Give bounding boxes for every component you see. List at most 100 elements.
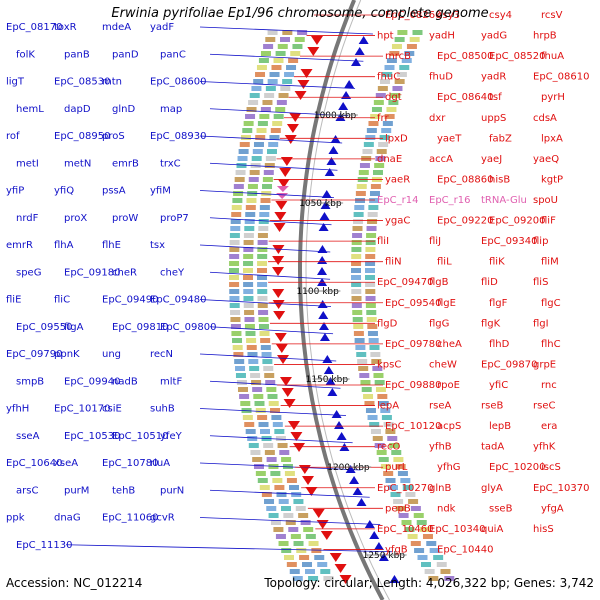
- left-gene-label: ppnK: [54, 349, 80, 360]
- cog-ring-segment: [259, 205, 270, 210]
- cog-ring-segment: [410, 506, 421, 511]
- cog-ring-segment: [417, 555, 428, 560]
- left-leader-line: [209, 435, 353, 444]
- forward-strand-gene: [274, 212, 287, 221]
- left-leader-line: [199, 299, 332, 307]
- reverse-strand-gene: [319, 333, 330, 341]
- cog-ring-segment: [353, 331, 364, 336]
- cog-ring-segment: [276, 100, 287, 105]
- right-gene-label: glnB: [429, 483, 451, 494]
- left-gene-label: EpC_10170: [54, 404, 110, 415]
- cog-ring-segment: [274, 429, 285, 434]
- cog-ring-segment: [397, 471, 408, 476]
- cog-ring-segment: [255, 408, 266, 413]
- reverse-strand-gene: [325, 377, 336, 385]
- cog-ring-segment: [260, 51, 271, 56]
- cog-ring-segment: [288, 527, 299, 532]
- cog-ring-segment: [256, 128, 267, 133]
- cog-ring-segment: [409, 37, 420, 42]
- cog-ring-segment: [276, 492, 287, 497]
- cog-ring-segment: [231, 212, 242, 217]
- cog-ring-segment: [273, 58, 284, 63]
- cog-ring-segment: [229, 275, 240, 280]
- cog-ring-segment: [246, 107, 257, 112]
- cog-ring-segment: [263, 366, 274, 371]
- cog-ring-segment: [246, 198, 257, 203]
- right-gene-label: flhD: [489, 339, 510, 350]
- cog-ring-segment: [264, 499, 275, 504]
- right-gene-label: rnc: [541, 380, 557, 391]
- reverse-strand-gene: [336, 432, 347, 440]
- cog-ring-segment: [257, 415, 268, 420]
- left-gene-label: gcvR: [150, 513, 175, 524]
- left-gene-label: cheR: [112, 267, 137, 278]
- left-gene-label: panD: [112, 49, 139, 60]
- cog-ring-segment: [366, 226, 377, 231]
- right-gene-label: fliL: [437, 257, 452, 268]
- right-gene-label: flgB: [429, 277, 449, 288]
- cog-ring-segment: [267, 79, 278, 84]
- cog-ring-segment: [257, 478, 268, 483]
- cog-ring-segment: [365, 247, 376, 252]
- cog-ring-segment: [404, 51, 415, 56]
- cog-ring-segment: [444, 576, 455, 581]
- cog-ring-segment: [365, 275, 376, 280]
- cog-ring-segment: [259, 331, 270, 336]
- cog-ring-segment: [366, 317, 377, 322]
- cog-ring-segment: [351, 296, 362, 301]
- forward-strand-gene: [279, 168, 292, 177]
- cog-ring-segment: [391, 44, 402, 49]
- cog-ring-segment: [314, 555, 325, 560]
- cog-ring-segment: [247, 184, 258, 189]
- forward-strand-gene: [300, 69, 313, 78]
- cog-ring-segment: [255, 72, 266, 77]
- right-gene-label: cheW: [429, 359, 457, 370]
- cog-ring-segment: [257, 289, 268, 294]
- right-gene-label: EpC_09470: [377, 277, 433, 288]
- reverse-strand-gene: [378, 553, 389, 561]
- right-gene-label: kgtP: [541, 174, 563, 185]
- cog-ring-segment: [370, 184, 381, 189]
- cog-ring-segment: [379, 79, 390, 84]
- cog-ring-segment: [304, 569, 315, 574]
- cog-ring-segment: [268, 401, 279, 406]
- right-gene-label: flhC: [541, 339, 561, 350]
- forward-strand-gene: [339, 575, 352, 584]
- cog-ring-segment: [383, 422, 394, 427]
- cog-ring-segment: [397, 30, 408, 35]
- cog-ring-segment: [246, 345, 257, 350]
- right-gene-label: fliI: [377, 236, 389, 247]
- cog-ring-segment: [256, 65, 267, 70]
- cog-ring-segment: [291, 492, 302, 497]
- cog-ring-segment: [292, 44, 303, 49]
- cog-ring-segment: [271, 65, 282, 70]
- left-gene-label: EpC_08930: [150, 131, 206, 142]
- right-gene-label: flgG: [429, 318, 449, 329]
- left-gene-label: csiE: [102, 404, 122, 415]
- cog-ring-segment: [296, 548, 307, 553]
- right-gene-label: yadR: [481, 72, 506, 83]
- cog-ring-segment: [229, 233, 240, 238]
- cog-ring-segment: [289, 485, 300, 490]
- cog-ring-segment: [351, 289, 362, 294]
- cog-ring-segment: [258, 317, 269, 322]
- cog-ring-segment: [230, 324, 241, 329]
- cog-ring-segment: [386, 107, 397, 112]
- forward-strand-gene: [316, 520, 329, 529]
- cog-ring-segment: [384, 65, 395, 70]
- left-gene-label: EpC_09790: [6, 349, 62, 360]
- right-gene-label: glyA: [481, 483, 503, 494]
- cog-ring-segment: [244, 219, 255, 224]
- cog-ring-segment: [365, 261, 376, 266]
- reverse-strand-gene: [324, 168, 335, 176]
- cog-ring-segment: [379, 135, 390, 140]
- cog-ring-segment: [260, 107, 271, 112]
- cog-ring-segment: [243, 282, 254, 287]
- left-gene-label: EpC_11060: [102, 513, 158, 524]
- cog-ring-segment: [237, 387, 248, 392]
- cog-ring-segment: [268, 513, 279, 518]
- cog-ring-segment: [365, 254, 376, 259]
- right-gene-label: fliF: [541, 216, 556, 227]
- right-gene-label: purL: [385, 462, 408, 473]
- left-leader-line: [199, 26, 373, 35]
